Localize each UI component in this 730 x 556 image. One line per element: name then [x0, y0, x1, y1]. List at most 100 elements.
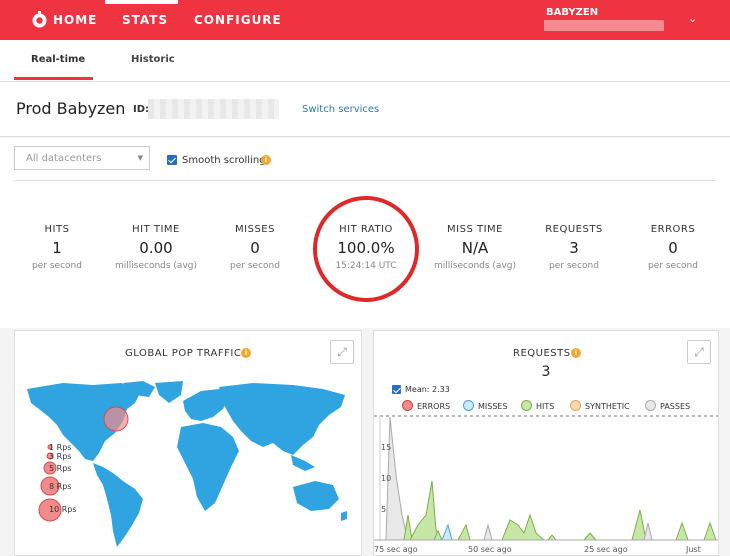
- stat-unit: milliseconds (avg): [434, 261, 516, 271]
- legend-errors-swatch[interactable]: [402, 400, 413, 411]
- sub-tabs: Real-time Historic: [0, 40, 730, 82]
- chevron-down-icon[interactable]: ⌄: [688, 12, 698, 25]
- stat-timestamp: 15:24:14 UTC: [335, 261, 397, 271]
- mean-checkbox[interactable]: [392, 385, 401, 394]
- stats-row: HITS 1 per second HIT TIME 0.00 millisec…: [0, 182, 730, 328]
- info-icon[interactable]: i: [571, 348, 581, 358]
- expand-icon[interactable]: ⤢: [330, 340, 354, 364]
- rps-circle: [40, 476, 60, 496]
- nav-stats[interactable]: STATS: [122, 13, 169, 27]
- rps-circle: [38, 498, 62, 522]
- hits-area: [501, 513, 546, 541]
- hits-area: [409, 480, 443, 541]
- stat-unit: per second: [32, 261, 82, 271]
- traffic-bubble[interactable]: [103, 406, 129, 432]
- legend-hits-swatch[interactable]: [521, 400, 532, 411]
- hits-area: [675, 521, 689, 541]
- x-tick-label: 50 sec ago: [468, 545, 512, 554]
- mean-label[interactable]: Mean: 2.33: [405, 385, 450, 394]
- y-tick-label: 15: [381, 443, 392, 452]
- stat-label: REQUESTS: [545, 224, 603, 235]
- stat-value: 1: [52, 239, 62, 257]
- stat-hits: HITS 1 per second: [7, 224, 107, 271]
- switch-services-link[interactable]: Switch services: [302, 104, 380, 115]
- fastly-logo-icon: [32, 11, 47, 28]
- rps-legend-label: 1 Rps: [49, 443, 72, 452]
- passes-area: [643, 522, 653, 541]
- stat-value: 100.0%: [337, 239, 395, 257]
- stat-errors: ERRORS 0 per second: [623, 224, 723, 271]
- stat-value: 0: [668, 239, 678, 257]
- continents: [27, 381, 347, 547]
- y-tick-label: 5: [381, 505, 387, 514]
- info-icon[interactable]: i: [241, 348, 251, 358]
- hits-area: [703, 521, 717, 541]
- stat-hit-ratio: HIT RATIO 100.0% 15:24:14 UTC: [316, 224, 416, 271]
- misses-area: [441, 523, 453, 541]
- legend-errors-label[interactable]: ERRORS: [417, 402, 451, 411]
- stat-requests: REQUESTS 3 per second: [524, 224, 624, 271]
- stat-label: ERRORS: [650, 224, 696, 235]
- datacenter-select[interactable]: All datacenters ▼: [14, 146, 150, 170]
- rps-legend-label: 3 Rps: [49, 452, 72, 461]
- service-id-label: ID:: [133, 104, 150, 115]
- stat-unit: per second: [648, 261, 698, 271]
- legend-passes-swatch[interactable]: [645, 400, 656, 411]
- account-name[interactable]: BABYZEN: [546, 7, 599, 18]
- passes-area: [483, 523, 493, 541]
- hits-area: [546, 534, 558, 541]
- rps-legend-circles: [38, 444, 62, 522]
- info-icon[interactable]: i: [261, 155, 271, 165]
- rps-legend-label: 5 Rps: [49, 464, 72, 473]
- tab-historic[interactable]: Historic: [131, 54, 175, 65]
- hits-area: [582, 532, 598, 541]
- panel-title: GLOBAL POP TRAFFIC: [125, 348, 242, 359]
- service-name: Prod Babyzen: [16, 99, 126, 118]
- panel-title: REQUESTS: [513, 348, 571, 359]
- account-email-redacted: [544, 20, 664, 31]
- divider: [14, 180, 716, 181]
- hits-area: [457, 523, 471, 541]
- legend-hits-label[interactable]: HITS: [536, 402, 555, 411]
- requests-count: 3: [541, 364, 551, 380]
- tab-active-underline: [14, 77, 93, 80]
- stat-label: HIT RATIO: [339, 224, 393, 235]
- nav-home[interactable]: HOME: [53, 13, 98, 27]
- rps-circle: [46, 452, 54, 460]
- rps-legend-label: 10 Rps: [49, 505, 77, 514]
- stat-miss-time: MISS TIME N/A milliseconds (avg): [425, 224, 525, 271]
- requests-chart: [374, 415, 718, 541]
- expand-icon[interactable]: ⤢: [687, 340, 711, 364]
- rps-circle: [47, 444, 53, 450]
- legend-synthetic-swatch[interactable]: [570, 400, 581, 411]
- world-map: [27, 381, 347, 547]
- smooth-scrolling-label[interactable]: Smooth scrolling: [182, 155, 266, 166]
- stat-label: HITS: [44, 224, 70, 235]
- nav-active-indicator: [105, 0, 178, 4]
- rps-circle: [43, 461, 57, 475]
- stat-label: MISS TIME: [447, 224, 503, 235]
- service-id-redacted: [148, 99, 279, 119]
- stat-unit: per second: [549, 261, 599, 271]
- tab-realtime[interactable]: Real-time: [31, 54, 86, 65]
- select-arrow-icon: ▼: [137, 154, 143, 162]
- rps-legend-label: 8 Rps: [49, 482, 72, 491]
- stat-hit-time: HIT TIME 0.00 milliseconds (avg): [106, 224, 206, 271]
- legend-synthetic-label[interactable]: SYNTHETIC: [585, 402, 630, 411]
- stat-label: HIT TIME: [132, 224, 180, 235]
- hit-ratio-highlight-circle: [313, 196, 419, 302]
- stat-misses: MISSES 0 per second: [205, 224, 305, 271]
- legend-misses-label[interactable]: MISSES: [478, 402, 508, 411]
- stat-unit: milliseconds (avg): [115, 261, 197, 271]
- x-tick-label: 25 sec ago: [584, 545, 628, 554]
- legend-passes-label[interactable]: PASSES: [660, 402, 691, 411]
- stat-unit: per second: [230, 261, 280, 271]
- nav-configure[interactable]: CONFIGURE: [194, 13, 282, 27]
- smooth-scrolling-checkbox[interactable]: [167, 155, 177, 165]
- stat-value: 0.00: [139, 239, 173, 257]
- legend-misses-swatch[interactable]: [463, 400, 474, 411]
- stat-label: MISSES: [235, 224, 275, 235]
- x-tick-label: 75 sec ago: [374, 545, 418, 554]
- global-pop-traffic-panel: GLOBAL POP TRAFFIC i ⤢: [14, 330, 362, 556]
- requests-panel: REQUESTS i ⤢ 3 Mean: 2.33 ERRORS MISSES …: [373, 330, 719, 556]
